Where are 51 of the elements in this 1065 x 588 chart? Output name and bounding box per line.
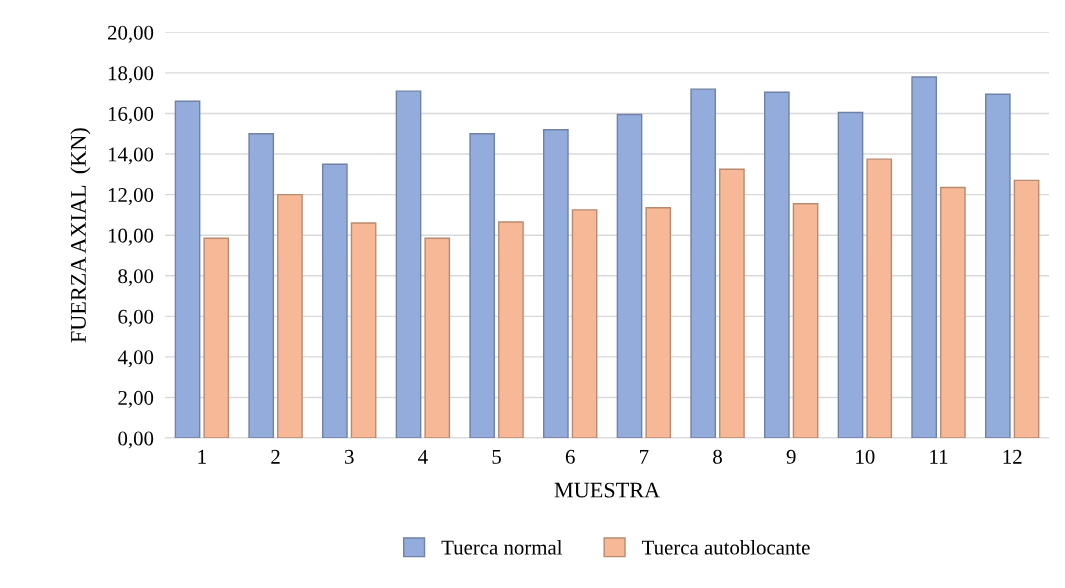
x-tick-label: 6 [565, 449, 575, 464]
bar [911, 76, 938, 439]
x-tick-label: 2 [271, 449, 280, 464]
bar [645, 207, 672, 439]
bar [719, 168, 745, 439]
y-tick-label: 4,00 [117, 350, 154, 368]
bar [866, 158, 893, 439]
y-tick-label: 16,00 [108, 106, 154, 124]
y-tick-label: 6,00 [118, 309, 154, 327]
y-tick-label: 20,00 [108, 25, 154, 43]
bar [277, 193, 303, 439]
x-tick-label: 4 [418, 449, 428, 464]
y-tick-label: 14,00 [108, 147, 154, 165]
x-tick-label: 5 [492, 449, 501, 464]
y-tick-label: 18,00 [108, 66, 154, 84]
y-tick-label: 0,00 [118, 431, 154, 449]
bar [763, 91, 790, 439]
y-tick-label: 10,00 [108, 228, 154, 246]
x-tick-label: 8 [713, 449, 722, 464]
y-tick-label: 8,00 [118, 269, 154, 287]
x-axis-title: MUESTRA [554, 482, 660, 498]
bar [792, 203, 819, 439]
bar [174, 100, 201, 439]
x-tick-label: 10 [856, 449, 875, 464]
x-tick-label: 9 [786, 449, 796, 464]
bar [940, 186, 966, 439]
bar [984, 93, 1011, 439]
bar [571, 209, 598, 439]
bar [616, 113, 643, 439]
x-tick-label: 12 [1003, 449, 1022, 464]
bar [203, 237, 230, 439]
bar [395, 90, 422, 439]
y-axis-title: FUERZA AXIAL (KN) [70, 128, 91, 343]
bar [248, 133, 275, 439]
y-tick-label: 12,00 [108, 188, 154, 206]
x-tick-label: 7 [640, 449, 649, 464]
x-tick-label: 11 [930, 449, 948, 464]
bar [837, 111, 864, 439]
bar [543, 129, 569, 439]
x-tick-label: 1 [198, 449, 206, 464]
bar [498, 221, 524, 439]
bar [690, 88, 717, 439]
legend-label: Tuerca normal [441, 539, 563, 555]
bar [1013, 179, 1040, 439]
bar [350, 222, 377, 439]
bar [469, 133, 496, 439]
bar [322, 163, 348, 439]
x-tick-label: 3 [345, 449, 354, 464]
bar [424, 237, 451, 439]
legend-label: Tuerca autoblocante [642, 539, 810, 555]
y-tick-label: 2,00 [118, 390, 154, 408]
